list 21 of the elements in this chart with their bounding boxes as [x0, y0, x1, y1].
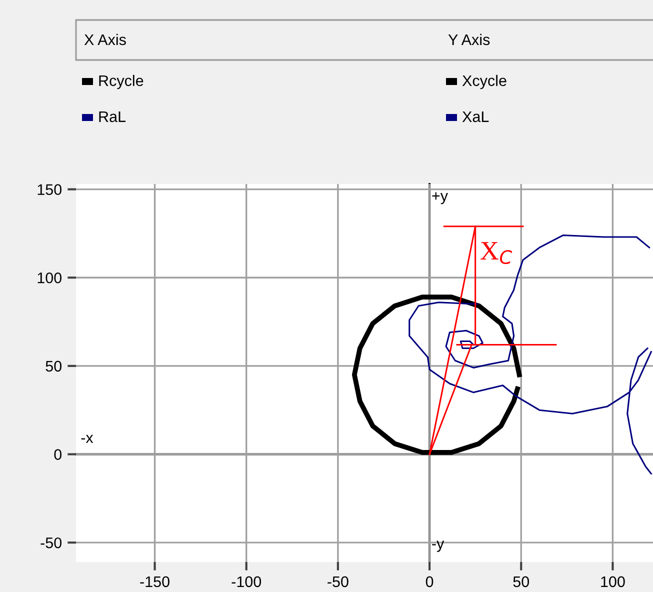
x-tick-label: 50 [513, 576, 530, 588]
legend-label: Rcycle [99, 74, 144, 90]
y-tick-label: 100 [38, 272, 62, 284]
annotation: +y [432, 192, 448, 204]
y-tick-label: 150 [38, 184, 62, 195]
annotation: X$_{C}$ [480, 242, 512, 264]
legend-label: RaL [99, 111, 126, 122]
x-tick-label: -150 [140, 576, 170, 588]
text: X Axis [84, 34, 126, 46]
text: XaL [462, 111, 489, 122]
annotation: -y [432, 540, 444, 552]
text: Xcycle [462, 74, 506, 90]
annotation: -x [81, 434, 94, 443]
x-tick-label: -50 [328, 576, 348, 588]
x-tick-label: 100 [601, 576, 625, 588]
text: Y Axis [448, 34, 490, 46]
y-tick-label: -50 [40, 537, 62, 548]
y-tick-label: 0 [54, 449, 62, 460]
x-tick-label: -100 [232, 576, 262, 588]
y-tick-label: 50 [46, 360, 62, 372]
x-tick-label: 0 [426, 576, 434, 588]
